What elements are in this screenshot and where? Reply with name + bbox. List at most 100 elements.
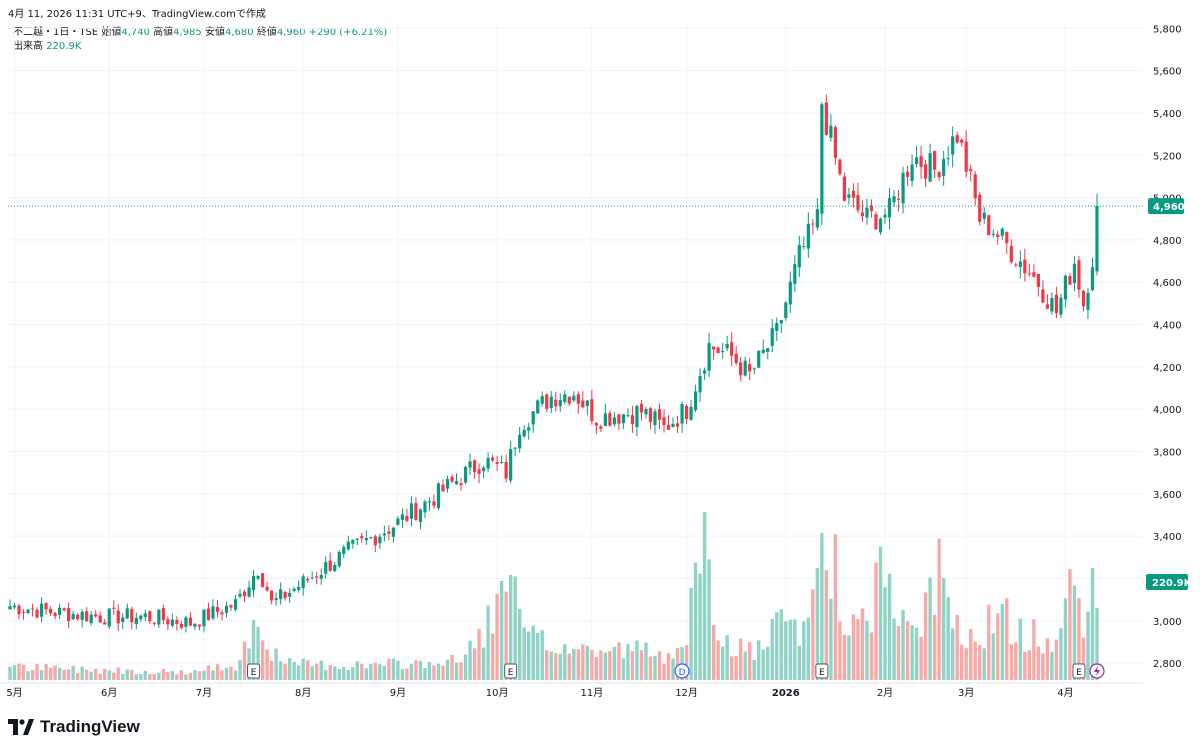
candle-body — [112, 607, 116, 609]
candle-body — [324, 562, 328, 574]
candle-body — [283, 591, 287, 599]
earnings-marker — [815, 663, 829, 679]
earnings-marker-label: E — [819, 668, 825, 678]
tradingview-logo[interactable]: TradingView — [8, 716, 140, 738]
volume-bar — [418, 660, 423, 680]
candle-body — [815, 209, 819, 228]
open-label: 始値 — [101, 27, 122, 38]
price-tick-label: 2,800 — [1153, 659, 1182, 670]
candle-body — [98, 615, 102, 623]
volume-bar — [1009, 644, 1014, 680]
candle-body — [693, 391, 698, 411]
volume-bar — [477, 628, 481, 680]
candle-body — [838, 159, 842, 174]
candle-body — [784, 302, 788, 319]
candle-body — [121, 617, 125, 623]
volume-bar — [427, 661, 432, 680]
volume-bar — [572, 648, 576, 680]
candle-body — [297, 586, 301, 590]
last-volume-label: 220.9K — [1152, 578, 1193, 589]
candle-body — [856, 195, 860, 211]
volume-bar — [802, 621, 806, 680]
volume-bar — [495, 593, 499, 680]
candle-body — [35, 609, 39, 618]
candle-body — [531, 411, 535, 425]
candle-body — [125, 608, 129, 619]
volume-value: 220.9K — [46, 41, 82, 52]
volume-bar — [93, 668, 98, 680]
candle-body — [441, 484, 445, 492]
volume-bar — [324, 670, 328, 680]
volume-bar — [161, 668, 166, 680]
volume-bar — [98, 673, 102, 680]
candle-body — [540, 396, 544, 404]
price-axis: 2,8003,0003,2003,4003,6003,8004,0004,200… — [8, 24, 1193, 670]
candle-body — [481, 467, 486, 472]
time-tick-label: 10月 — [486, 687, 509, 699]
candle-body — [166, 619, 170, 625]
volume-bar — [346, 670, 350, 680]
volume-bar — [260, 640, 265, 680]
candle-body — [878, 218, 883, 233]
volume-bar — [522, 627, 526, 680]
candle-body — [351, 539, 355, 544]
volume-bar — [797, 645, 802, 680]
volume-bar — [1041, 653, 1045, 680]
volume-bar — [729, 656, 734, 680]
volume-bar — [315, 663, 319, 680]
candle-body — [811, 223, 815, 225]
candle-body — [1063, 275, 1068, 300]
volume-bar — [80, 666, 84, 680]
volume-bar — [328, 665, 332, 680]
candle-body — [806, 223, 810, 249]
volume-bar — [30, 669, 35, 680]
volume-bar — [612, 646, 617, 680]
candle-body — [197, 624, 202, 627]
candle-body — [518, 434, 522, 449]
candle-body — [450, 476, 454, 482]
volume-bar — [549, 651, 553, 680]
candle-body — [991, 233, 995, 235]
candle-body — [238, 593, 242, 597]
candle-body — [734, 353, 738, 364]
volume-bar — [387, 658, 391, 680]
candle-body — [743, 360, 747, 376]
volume-bar — [305, 660, 310, 680]
volume-bar — [991, 633, 995, 680]
volume-bar — [310, 666, 314, 680]
volume-bar — [179, 670, 184, 680]
volume-bar — [1005, 598, 1009, 680]
price-tick-label: 4,800 — [1153, 236, 1182, 247]
candle-body — [549, 396, 553, 409]
volume-bar — [662, 663, 666, 680]
candle-body — [937, 172, 941, 178]
candle-body — [648, 408, 653, 422]
volume-bar — [130, 669, 134, 680]
volume-bar — [982, 648, 986, 680]
candle-body — [635, 405, 639, 428]
candle-body — [666, 424, 671, 430]
volume-bar — [1027, 650, 1032, 680]
candle-body — [680, 404, 684, 424]
candle-body — [26, 609, 30, 613]
candle-body — [233, 599, 238, 610]
candle-body — [251, 576, 256, 591]
volume-bar — [1086, 611, 1090, 680]
volume-bar — [517, 608, 522, 680]
candle-body — [829, 125, 833, 138]
volume-bar — [405, 668, 409, 680]
volume-bar — [901, 610, 905, 680]
volume-bar — [233, 670, 238, 680]
candle-body — [545, 394, 549, 409]
volume-bar — [540, 630, 544, 680]
volume-bar — [274, 648, 278, 680]
volume-bar — [531, 625, 535, 680]
candle-body — [355, 538, 359, 540]
volume-bar — [89, 671, 93, 680]
candle-body — [581, 400, 585, 408]
volume-bar — [8, 666, 12, 680]
candle-body — [360, 536, 364, 539]
volume-bar — [923, 592, 928, 680]
earnings-marker-label: E — [508, 668, 514, 678]
